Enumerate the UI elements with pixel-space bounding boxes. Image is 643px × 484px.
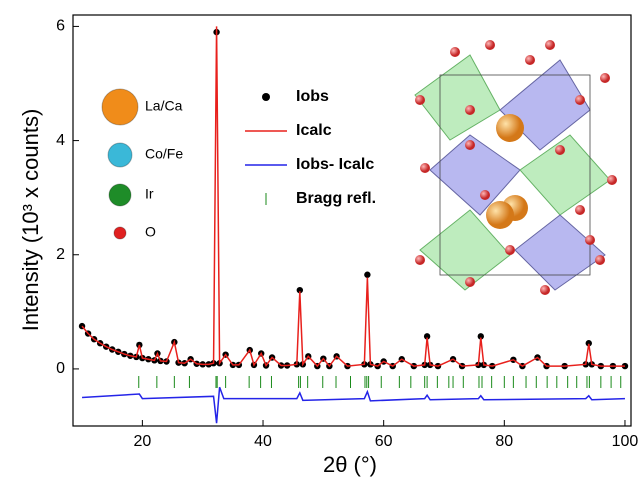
atom-label: O <box>145 224 156 240</box>
x-tick-label: 20 <box>133 433 151 450</box>
legend-label: Bragg refl. <box>296 190 376 207</box>
data-point <box>585 340 592 347</box>
y-tick-label: 6 <box>56 18 65 35</box>
atom-marker <box>113 226 127 240</box>
atom-marker <box>101 88 139 126</box>
data-point <box>477 333 484 340</box>
atom-label: La/Ca <box>145 98 183 114</box>
legend-label: Iobs- Icalc <box>296 156 374 173</box>
data-point <box>296 286 304 294</box>
atom-marker <box>107 142 133 168</box>
x-tick-label: 80 <box>495 433 513 450</box>
legend-label: Icalc <box>296 122 332 139</box>
atom-label: Co/Fe <box>145 146 183 162</box>
x-tick-label: 60 <box>375 433 393 450</box>
series-line <box>81 26 625 368</box>
legend-marker <box>262 93 270 101</box>
y-tick-label: 0 <box>56 360 65 377</box>
crystal-structure <box>414 40 617 295</box>
y-tick-label: 2 <box>56 246 65 263</box>
y-axis-label: Intensity (10³ x counts) <box>18 109 43 332</box>
y-tick-label: 4 <box>56 132 65 149</box>
x-axis-label: 2θ (°) <box>323 452 377 477</box>
atom-marker <box>108 183 132 207</box>
series-line <box>82 386 625 424</box>
atom-label: Ir <box>145 186 154 202</box>
data-point <box>423 333 431 340</box>
data-point <box>364 271 371 278</box>
plot-frame <box>72 14 632 427</box>
x-tick-label: 100 <box>612 433 639 450</box>
legend-label: Iobs <box>296 88 329 105</box>
x-tick-label: 40 <box>254 433 272 450</box>
